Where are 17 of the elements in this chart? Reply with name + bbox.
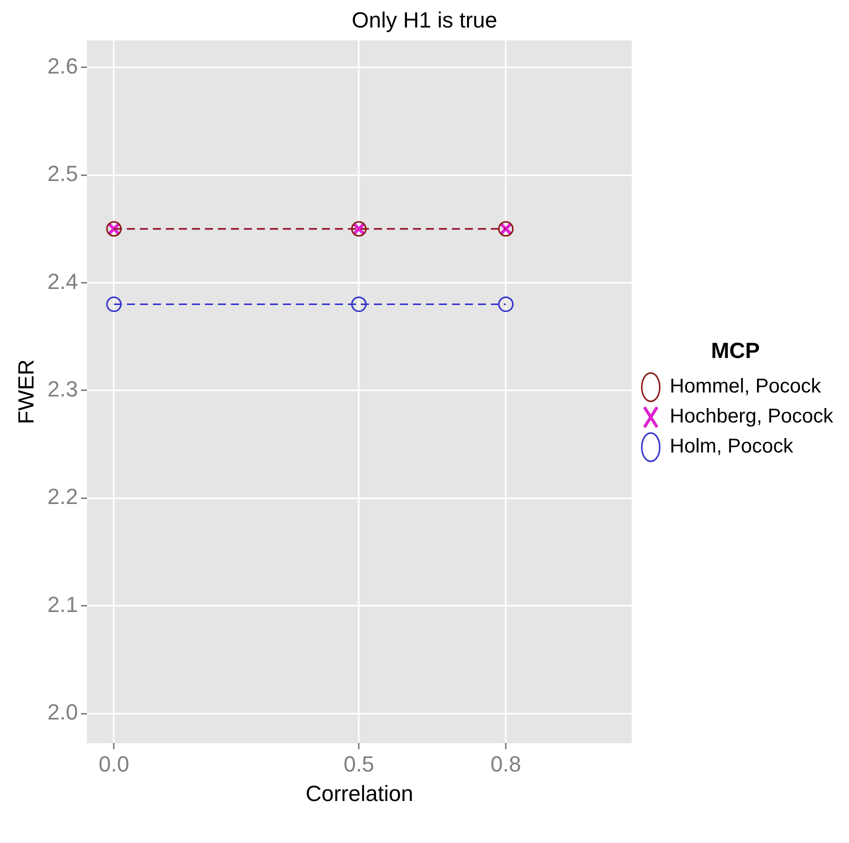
y-tick-label: 2.5 (47, 161, 78, 186)
y-axis-title: FWER (13, 359, 38, 424)
legend-label: Hochberg, Pocock (670, 406, 834, 428)
x-tick-label: 0.8 (490, 751, 522, 776)
y-tick-label: 2.6 (47, 53, 78, 78)
y-tick-label: 2.3 (47, 376, 78, 402)
legend-label: Holm, Pocock (670, 436, 794, 458)
y-tick-label: 2.2 (47, 484, 78, 510)
y-tick-label: 2.1 (47, 592, 78, 617)
x-tick-label: 0.5 (344, 751, 374, 776)
legend-title: MCP (710, 338, 760, 363)
y-tick-label: 2.4 (47, 268, 78, 294)
x-axis-title: Correlation (306, 780, 414, 806)
y-tick-label: 2.0 (47, 700, 78, 725)
chart-title: Only H1 is true (352, 7, 498, 32)
x-tick-label: 0.0 (98, 751, 130, 776)
legend-label: Hommel, Pocock (670, 376, 822, 398)
